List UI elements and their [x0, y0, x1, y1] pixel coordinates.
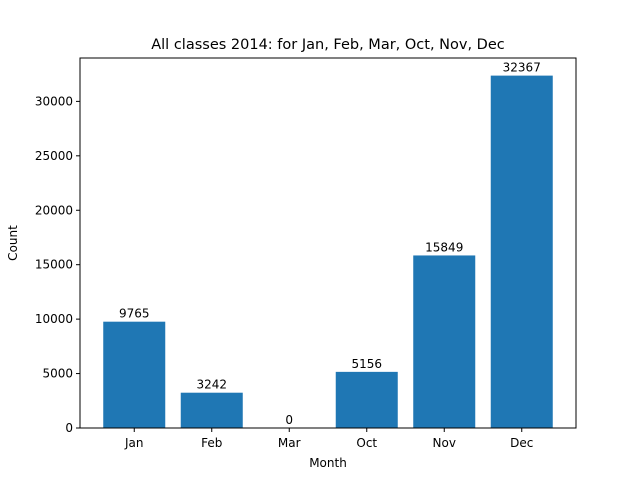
bar-oct — [335, 371, 398, 428]
x-tick-label: Jan — [124, 436, 144, 450]
x-tick-label: Mar — [278, 436, 301, 450]
bar-dec — [490, 75, 553, 428]
y-axis-label: Count — [6, 225, 20, 261]
data-label-jan: 9765 — [119, 307, 150, 321]
bar-feb — [180, 392, 243, 428]
x-tick-label: Nov — [433, 436, 456, 450]
data-label-mar: 0 — [285, 413, 293, 427]
y-tick-label: 30000 — [35, 94, 73, 108]
data-label-dec: 32367 — [503, 61, 541, 75]
data-label-feb: 3242 — [196, 378, 227, 392]
bar-jan — [103, 321, 166, 428]
y-tick-label: 15000 — [35, 258, 73, 272]
y-tick-label: 20000 — [35, 203, 73, 217]
x-tick-label: Dec — [510, 436, 533, 450]
y-tick-label: 5000 — [42, 367, 73, 381]
y-tick-label: 10000 — [35, 312, 73, 326]
chart-title: All classes 2014: for Jan, Feb, Mar, Oct… — [151, 37, 505, 53]
bar-nov — [413, 255, 476, 428]
data-label-nov: 15849 — [425, 240, 463, 254]
x-axis-label: Month — [309, 456, 347, 470]
y-tick-label: 25000 — [35, 149, 73, 163]
axes-frame — [79, 57, 577, 429]
y-tick-label: 0 — [65, 421, 73, 435]
x-tick-label: Oct — [356, 436, 377, 450]
plot-area: 9765 3242 0 5156 15849 32367 Jan Feb Mar Oct Nov De… — [35, 61, 553, 450]
x-tick-label: Feb — [201, 436, 222, 450]
data-label-oct: 5156 — [351, 357, 382, 371]
